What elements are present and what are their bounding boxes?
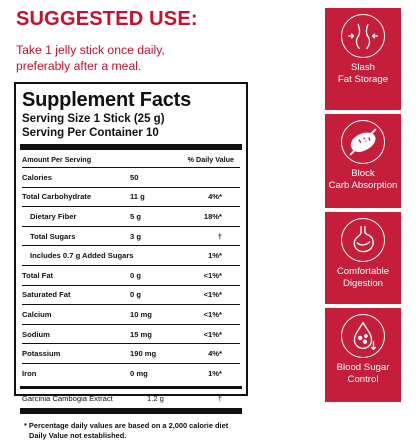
facts-title: Supplement Facts	[22, 89, 192, 111]
footnote: * Percentage daily values are based on a…	[22, 417, 240, 440]
footnote-line-2: Daily Value not established.	[29, 430, 127, 440]
nutrient-dv: 18%*	[203, 211, 222, 221]
ingredient-row: Garcinia Cambogia Extract 1.2 g †	[22, 389, 240, 409]
suggested-use-text: Take 1 jelly stick once daily, preferabl…	[16, 42, 206, 74]
benefit-label-line-2: Carb Absorption	[328, 180, 398, 191]
nutrient-dv: <1%*	[203, 270, 222, 280]
nutrient-row: Iron 0 mg 1%*	[22, 364, 240, 384]
waist-icon	[341, 14, 385, 58]
nutrient-name: Total Carbohydrate	[22, 192, 92, 202]
benefit-label-line-1: Slash	[351, 62, 375, 73]
benefit-block-carb-absorption: Block Carb Absorption	[325, 114, 401, 208]
thick-divider	[20, 408, 242, 415]
benefit-blood-sugar-control: Blood Sugar Control	[325, 308, 401, 402]
nutrient-amount: 15 mg	[130, 329, 152, 339]
servings-per-container: Serving Per Container 10	[22, 127, 159, 139]
benefit-label: Comfortable Digestion	[325, 266, 401, 290]
ingredient-amount: 1.2 g	[147, 393, 164, 403]
daily-value-header: % Daily Value	[187, 155, 234, 164]
nutrient-amount: 10 mg	[130, 309, 152, 319]
nutrient-amount: 11 g	[130, 192, 145, 202]
stomach-icon	[341, 218, 385, 262]
medium-divider	[20, 385, 242, 389]
nutrient-amount: 0 g	[130, 290, 141, 300]
nutrient-name: Potassium	[22, 349, 61, 359]
nutrient-amount: 3 g	[130, 231, 141, 241]
nutrient-dv: 1%*	[208, 251, 222, 261]
benefit-label-line-1: Block	[351, 168, 375, 179]
nutrient-name: Total Sugars	[30, 231, 76, 241]
nutrient-name: Calcium	[22, 309, 52, 319]
suggested-use-title: SUGGESTED USE:	[16, 8, 198, 30]
benefit-label: Slash Fat Storage	[325, 62, 401, 86]
nutrient-name: Includes 0.7 g Added Sugars	[30, 251, 134, 261]
nutrient-dv: <1%*	[203, 309, 222, 319]
nutrient-dv: 4%*	[208, 349, 222, 359]
benefit-label: Blood Sugar Control	[325, 362, 401, 386]
nutrient-dv: †	[217, 231, 222, 241]
nutrient-row: Calcium 10 mg <1%*	[22, 305, 240, 325]
nutrient-row: Total Fat 0 g <1%*	[22, 266, 240, 286]
nutrient-amount: 190 mg	[130, 349, 157, 359]
serving-size: Serving Size 1 Stick (25 g)	[22, 113, 165, 125]
nutrient-name: Iron	[22, 369, 37, 379]
nutrient-amount: 5 g	[130, 211, 141, 221]
benefit-comfortable-digestion: Comfortable Digestion	[325, 212, 401, 304]
thick-divider	[20, 144, 242, 150]
suggested-use-line-2: preferably after a meal.	[16, 59, 142, 73]
ingredient-name: Garcinia Cambogia Extract	[22, 393, 113, 403]
nutrient-name: Saturated Fat	[22, 290, 71, 300]
benefit-label-line-2: Control	[347, 374, 379, 385]
benefit-label: Block Carb Absorption	[325, 168, 401, 192]
nutrient-row: Potassium 190 mg 4%*	[22, 344, 240, 364]
ingredient-dv: †	[217, 393, 222, 403]
nutrient-name: Total Fat	[22, 270, 54, 280]
nutrient-amount: 50	[130, 172, 139, 182]
blood-drop-icon	[341, 314, 385, 358]
nutrient-row: Total Sugars 3 g †	[22, 227, 240, 247]
benefit-label-line-2: Digestion	[343, 278, 383, 289]
nutrient-amount: 0 g	[130, 270, 141, 280]
facts-header: Amount Per Serving % Daily Value	[22, 153, 240, 168]
benefit-label-line-1: Comfortable	[336, 266, 390, 277]
nutrient-dv: <1%*	[203, 290, 222, 300]
supplement-facts-panel: Supplement Facts Serving Size 1 Stick (2…	[14, 82, 248, 440]
nutrient-name: Dietary Fiber	[30, 211, 77, 221]
bread-icon	[341, 120, 385, 164]
benefit-slash-fat-storage: Slash Fat Storage	[325, 8, 401, 110]
nutrient-row: Dietary Fiber 5 g 18%*	[22, 207, 240, 227]
nutrient-row: Saturated Fat 0 g <1%*	[22, 286, 240, 306]
nutrient-row: Calories 50	[22, 168, 240, 188]
footnote-line-1: * Percentage daily values are based on a…	[24, 421, 229, 431]
nutrient-dv: <1%*	[203, 329, 222, 339]
benefit-label-line-1: Blood Sugar	[336, 362, 390, 373]
nutrient-row: Includes 0.7 g Added Sugars 1%*	[22, 246, 240, 266]
nutrient-row: Sodium 15 mg <1%*	[22, 325, 240, 345]
nutrient-name: Calories	[22, 172, 52, 182]
nutrient-name: Sodium	[22, 329, 50, 339]
amount-per-serving-header: Amount Per Serving	[22, 155, 92, 164]
nutrient-amount: 0 mg	[130, 369, 148, 379]
nutrient-dv: 4%*	[208, 192, 222, 202]
benefit-label-line-2: Fat Storage	[337, 74, 389, 85]
nutrient-dv: 1%*	[208, 369, 222, 379]
nutrient-row: Total Carbohydrate 11 g 4%*	[22, 188, 240, 208]
suggested-use-line-1: Take 1 jelly stick once daily,	[16, 43, 165, 57]
